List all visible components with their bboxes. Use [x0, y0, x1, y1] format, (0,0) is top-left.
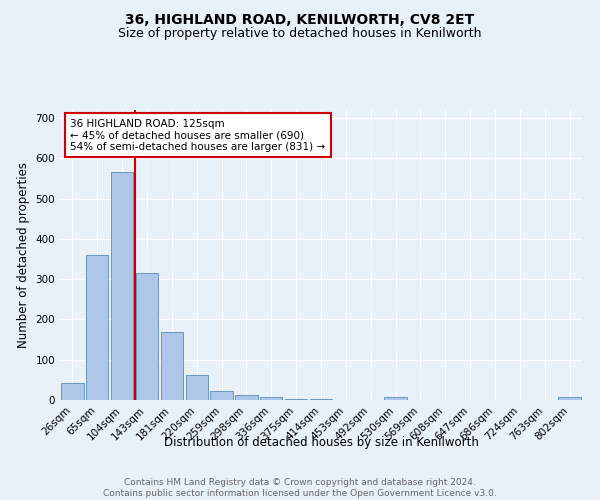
Bar	[136, 273, 158, 400]
Bar	[111, 172, 133, 400]
Bar	[310, 399, 332, 400]
Bar	[86, 255, 109, 400]
Bar	[285, 399, 307, 400]
Bar	[260, 397, 283, 400]
Text: Size of property relative to detached houses in Kenilworth: Size of property relative to detached ho…	[118, 28, 482, 40]
Text: Contains HM Land Registry data © Crown copyright and database right 2024.
Contai: Contains HM Land Registry data © Crown c…	[103, 478, 497, 498]
Bar	[559, 397, 581, 400]
Bar	[161, 332, 183, 400]
Bar	[185, 375, 208, 400]
Text: 36 HIGHLAND ROAD: 125sqm
← 45% of detached houses are smaller (690)
54% of semi-: 36 HIGHLAND ROAD: 125sqm ← 45% of detach…	[70, 118, 326, 152]
Y-axis label: Number of detached properties: Number of detached properties	[17, 162, 30, 348]
Bar	[61, 383, 83, 400]
Text: 36, HIGHLAND ROAD, KENILWORTH, CV8 2ET: 36, HIGHLAND ROAD, KENILWORTH, CV8 2ET	[125, 12, 475, 26]
Text: Distribution of detached houses by size in Kenilworth: Distribution of detached houses by size …	[164, 436, 478, 449]
Bar	[235, 395, 257, 400]
Bar	[385, 397, 407, 400]
Bar	[211, 391, 233, 400]
